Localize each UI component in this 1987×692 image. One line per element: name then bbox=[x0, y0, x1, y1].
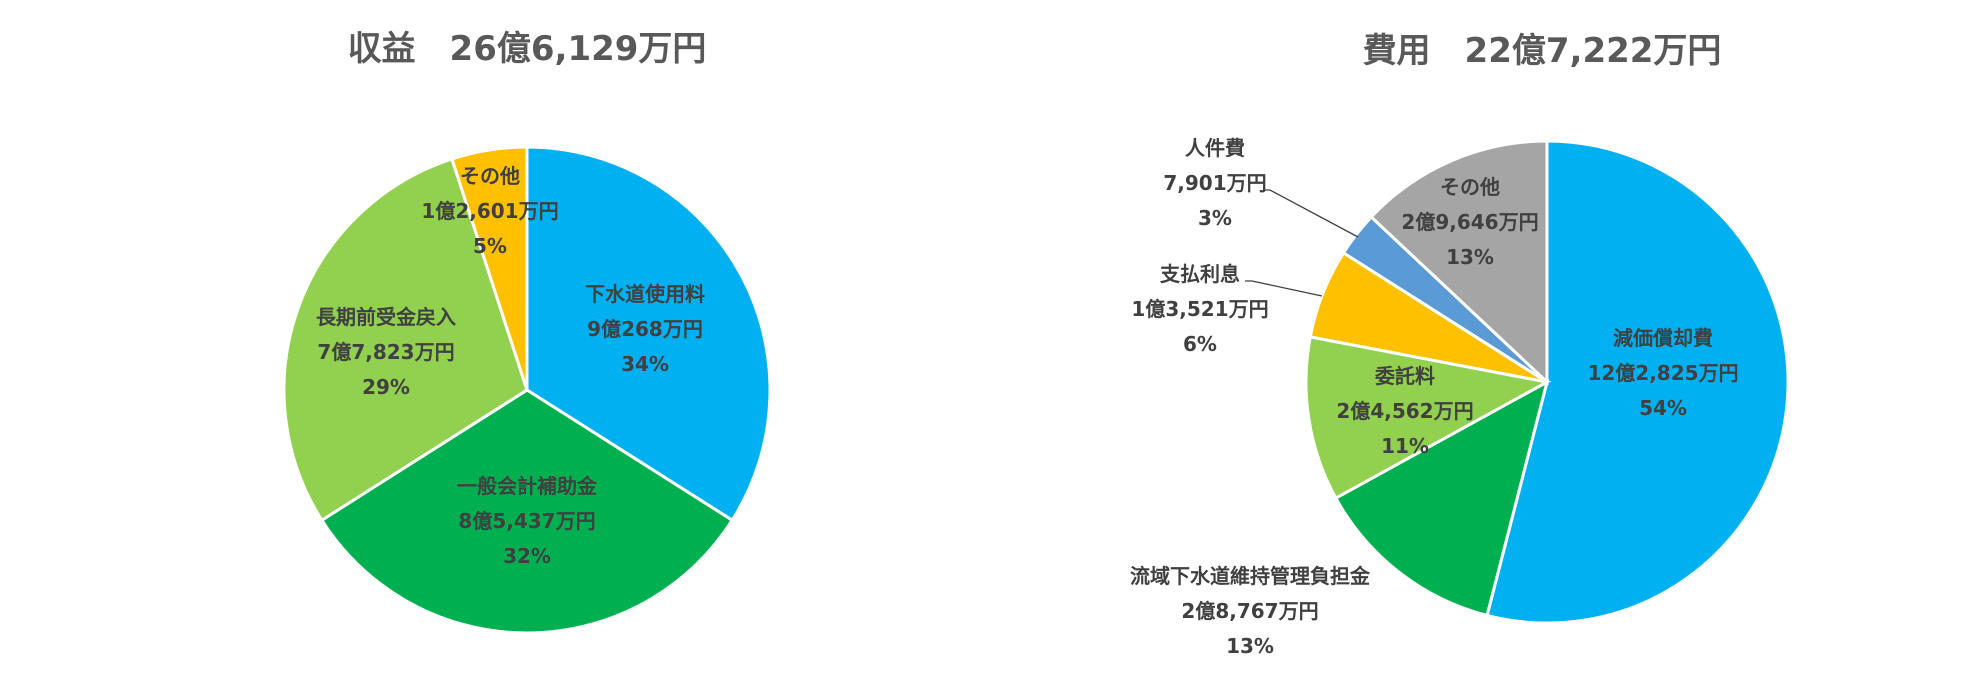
revenue-chart-title: 収益 26億6,129万円 bbox=[348, 29, 707, 69]
expense-slice-0-label: 減価償却費 bbox=[1613, 326, 1713, 350]
revenue-slice-3-amount: 1億2,601万円 bbox=[421, 199, 558, 223]
expense-slice-4-percent: 3% bbox=[1198, 206, 1232, 230]
expense-slice-5-label: その他 bbox=[1440, 175, 1500, 199]
expense-slice-1 bbox=[1333, 379, 1550, 618]
revenue-slice-2-label: 長期前受金戻入 bbox=[316, 305, 456, 329]
expense-slice-0 bbox=[1485, 139, 1790, 625]
revenue-slice-1-label: 一般会計補助金 bbox=[457, 474, 598, 498]
expense-slice-5 bbox=[1369, 139, 1549, 386]
revenue-slice-3-percent: 5% bbox=[473, 234, 507, 258]
revenue-slice-0-percent: 34% bbox=[621, 352, 669, 376]
expense-leader-jinkenhi bbox=[1263, 189, 1359, 238]
expense-slice-3-amount: 1億3,521万円 bbox=[1131, 297, 1268, 321]
revenue-slice-2 bbox=[282, 156, 529, 523]
expense-slice-5-amount: 2億9,646万円 bbox=[1401, 210, 1538, 234]
revenue-slice-1 bbox=[319, 388, 735, 635]
expense-slice-2 bbox=[1304, 335, 1552, 501]
expense-slice-0-percent: 54% bbox=[1639, 396, 1687, 420]
revenue-slice-3 bbox=[450, 145, 529, 391]
revenue-slice-3-label: その他 bbox=[460, 164, 520, 188]
expense-slice-4-label: 人件費 bbox=[1185, 136, 1245, 160]
expense-slice-1-amount: 2億8,767万円 bbox=[1181, 599, 1318, 623]
expense-slice-2-label: 委託料 bbox=[1374, 364, 1435, 388]
expense-chart-title: 費用 22億7,222万円 bbox=[1363, 31, 1722, 71]
expense-slice-5-percent: 13% bbox=[1446, 245, 1494, 269]
revenue-slice-2-percent: 29% bbox=[362, 375, 410, 399]
expense-slice-3-percent: 6% bbox=[1183, 332, 1217, 356]
expense-slice-4-amount: 7,901万円 bbox=[1163, 171, 1266, 195]
revenue-slice-0-label: 下水道使用料 bbox=[585, 282, 705, 306]
expense-slice-0-amount: 12億2,825万円 bbox=[1587, 361, 1738, 385]
expense-slice-1-percent: 13% bbox=[1226, 634, 1274, 658]
revenue-slice-0-amount: 9億268万円 bbox=[587, 317, 703, 341]
revenue-slice-1-percent: 32% bbox=[503, 544, 551, 568]
expense-slice-1-label: 流域下水道維持管理負担金 bbox=[1130, 564, 1371, 588]
expense-slice-3-label: 支払利息 bbox=[1160, 262, 1240, 286]
revenue-slice-1-amount: 8億5,437万円 bbox=[458, 509, 595, 533]
expense-slice-2-amount: 2億4,562万円 bbox=[1336, 399, 1473, 423]
revenue-slice-2-amount: 7億7,823万円 bbox=[317, 340, 454, 364]
expense-slice-2-percent: 11% bbox=[1381, 434, 1429, 458]
expense-leader-shiharai-risoku bbox=[1245, 280, 1323, 297]
